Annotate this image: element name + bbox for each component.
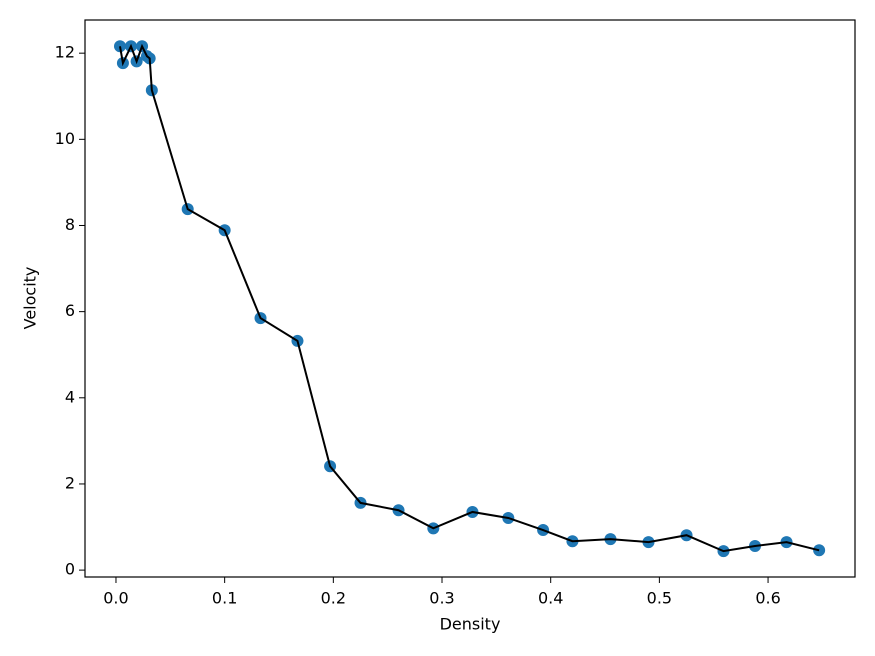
y-tick-label: 12	[55, 43, 75, 62]
y-tick-label: 6	[65, 301, 75, 320]
y-axis-label: Velocity	[21, 267, 40, 330]
y-tick-label: 2	[65, 473, 75, 492]
y-tick-label: 10	[55, 129, 75, 148]
y-tick-label: 0	[65, 560, 75, 579]
x-tick-label: 0.3	[429, 589, 454, 608]
y-tick-label: 4	[65, 387, 75, 406]
y-tick-label: 8	[65, 215, 75, 234]
x-tick-label: 0.5	[647, 589, 672, 608]
x-tick-label: 0.2	[321, 589, 346, 608]
x-axis-label: Density	[440, 615, 501, 634]
x-tick-label: 0.6	[755, 589, 780, 608]
x-tick-label: 0.4	[538, 589, 563, 608]
x-tick-label: 0.0	[103, 589, 128, 608]
plot-frame	[84, 19, 856, 578]
line	[119, 43, 820, 553]
x-tick-label: 0.1	[212, 589, 237, 608]
